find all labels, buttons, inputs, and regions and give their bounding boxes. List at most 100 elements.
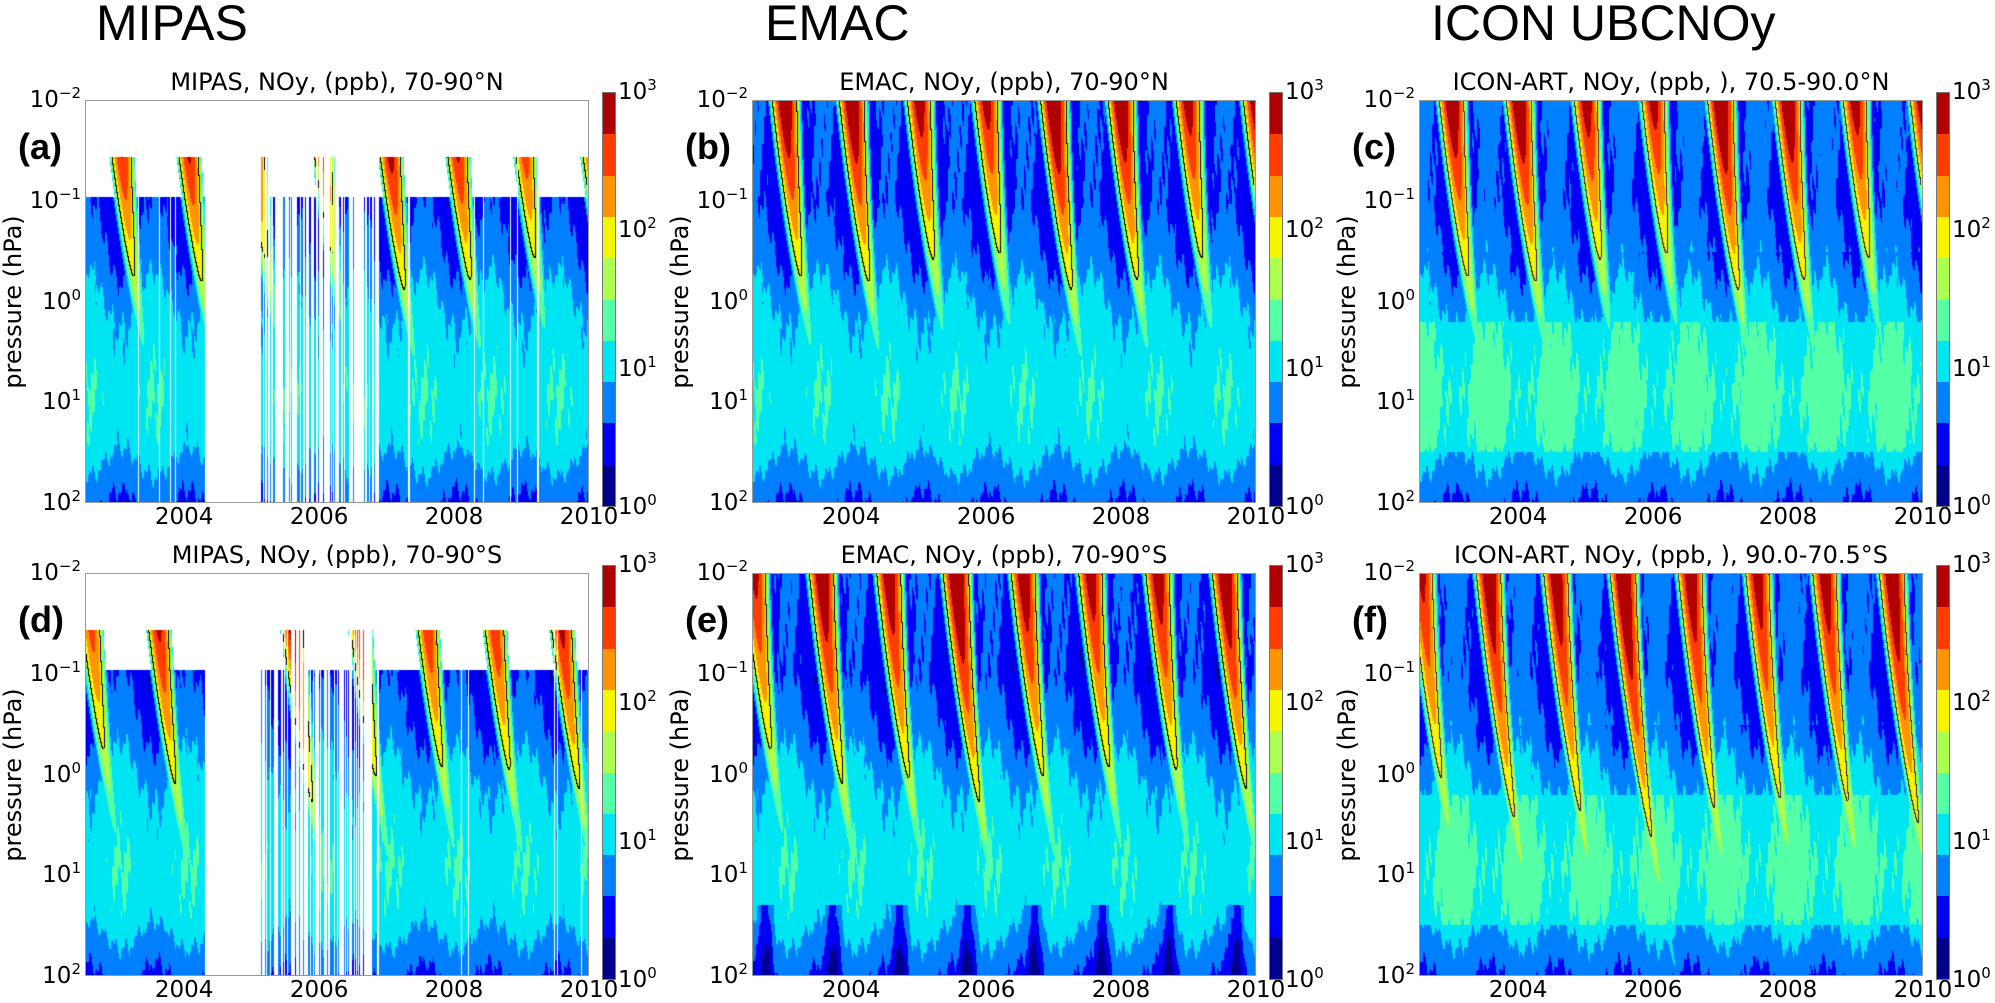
tick-exponent: −2 [58,557,81,575]
tick-exponent: 2 [1981,687,1991,706]
colorbar-band [603,731,615,773]
tick-base: 10 [1952,967,1982,993]
colorbar-band [1270,855,1282,897]
x-tick-label: 2004 [154,977,214,1003]
tick-base: 10 [1285,552,1315,578]
tick-base: 10 [618,355,648,382]
tick-exponent: 0 [738,758,748,777]
tick-exponent: 2 [1405,960,1415,978]
heatmap-plot-area [1419,100,1923,503]
tick-base: 10 [709,761,739,788]
colorbar-band [1270,464,1282,506]
tick-exponent: 0 [1981,491,1991,509]
x-tick-label: 2004 [1488,977,1548,1003]
colorbar-band [1937,175,1949,217]
tick-base: 10 [709,288,739,315]
tick-base: 10 [1285,967,1315,993]
tick-base: 10 [1363,560,1393,586]
colorbar-band [1937,937,1949,979]
tick-exponent: 0 [1314,964,1324,982]
colorbar-tick-label: 101 [1952,827,1991,854]
y-tick-label: 10−2 [30,86,81,113]
tick-exponent: 1 [1981,352,1991,371]
heatmap-plot-area [1419,573,1923,976]
colorbar-band [603,382,615,424]
y-tick-label: 102 [42,489,81,516]
tick-base: 10 [29,187,59,214]
y-tick-label: 100 [709,287,748,315]
tick-base: 10 [618,690,648,717]
colorbar-band [1937,134,1949,176]
colorbar-band [1937,299,1949,341]
tick-base: 10 [709,490,739,516]
tick-base: 10 [709,963,739,989]
colorbar-band [1937,423,1949,465]
tick-exponent: −1 [725,184,748,203]
colorbar-band [1270,258,1282,300]
panel-title: ICON-ART, NOy, (ppb, ), 70.5-90.0°N [1452,68,1890,96]
tick-exponent: −2 [725,84,748,102]
x-tick-label: 2006 [956,977,1016,1003]
colorbar-band [1937,607,1949,649]
y-tick-label: 100 [1376,287,1415,314]
y-tick-label: 100 [1376,760,1415,787]
panel-title: MIPAS, NOy, (ppb), 70-90°N [170,68,504,96]
contour-field [86,574,588,975]
colorbar-band [1937,566,1949,608]
tick-exponent: 1 [1314,352,1324,371]
tick-exponent: 1 [1405,859,1415,878]
heatmap-plot-area [752,100,1256,503]
panel-label: (e) [685,599,729,640]
y-tick-label: 10−1 [1364,186,1415,213]
y-axis-label: pressure (hPa) [1333,214,1361,389]
x-tick-label: 2004 [1488,504,1548,530]
colorbar-band [1937,896,1949,938]
tick-base: 10 [1285,217,1315,244]
tick-exponent: −1 [1392,657,1415,676]
panel-title: MIPAS, NOy, (ppb), 70-90°S [171,541,503,569]
colorbar-band [1937,464,1949,506]
colorbar-band [1270,134,1282,176]
tick-base: 10 [29,560,59,586]
y-axis-label: pressure (hPa) [666,214,694,389]
tick-exponent: 2 [1405,487,1415,505]
tick-exponent: 0 [1405,758,1415,777]
colorbar-band [1270,772,1282,814]
colorbar-tick-label: 101 [1952,354,1991,381]
colorbar-tick-label: 103 [1285,551,1324,578]
tick-exponent: 3 [647,76,657,94]
panel-label: (a) [18,126,62,167]
colorbar-band [1270,607,1282,649]
tick-exponent: 2 [1314,214,1324,233]
colorbar-band [603,566,615,608]
colorbar-band [1270,813,1282,856]
tick-exponent: −1 [1392,184,1415,203]
contour-field [753,574,1255,975]
colorbar-band [603,855,615,897]
column-header-icon: ICON UBCNOy [1431,0,1776,51]
colorbar-band [603,648,615,690]
x-tick-label: 2008 [1758,977,1818,1003]
tick-exponent: 1 [738,859,748,878]
colorbar-band [603,813,615,856]
tick-exponent: 1 [1981,825,1991,844]
x-tick-label: 2004 [154,504,214,530]
tick-exponent: 1 [1314,825,1324,844]
colorbar-band [1937,855,1949,897]
tick-exponent: −1 [58,184,81,203]
contour-field [1420,574,1922,975]
contour-field [1420,101,1922,502]
y-tick-label: 101 [1376,861,1415,888]
colorbar-band [1270,423,1282,465]
heatmap-plot-area [752,573,1256,976]
colorbar [1936,565,1950,980]
colorbar-band [1937,648,1949,690]
heatmap-plot-area [85,100,589,503]
y-tick-label: 101 [709,388,748,415]
contour-field [86,101,588,502]
y-axis-label: pressure (hPa) [0,687,27,862]
colorbar-band [603,689,615,732]
tick-base: 10 [42,389,72,416]
tick-exponent: 0 [647,964,657,982]
y-tick-label: 101 [42,861,81,888]
